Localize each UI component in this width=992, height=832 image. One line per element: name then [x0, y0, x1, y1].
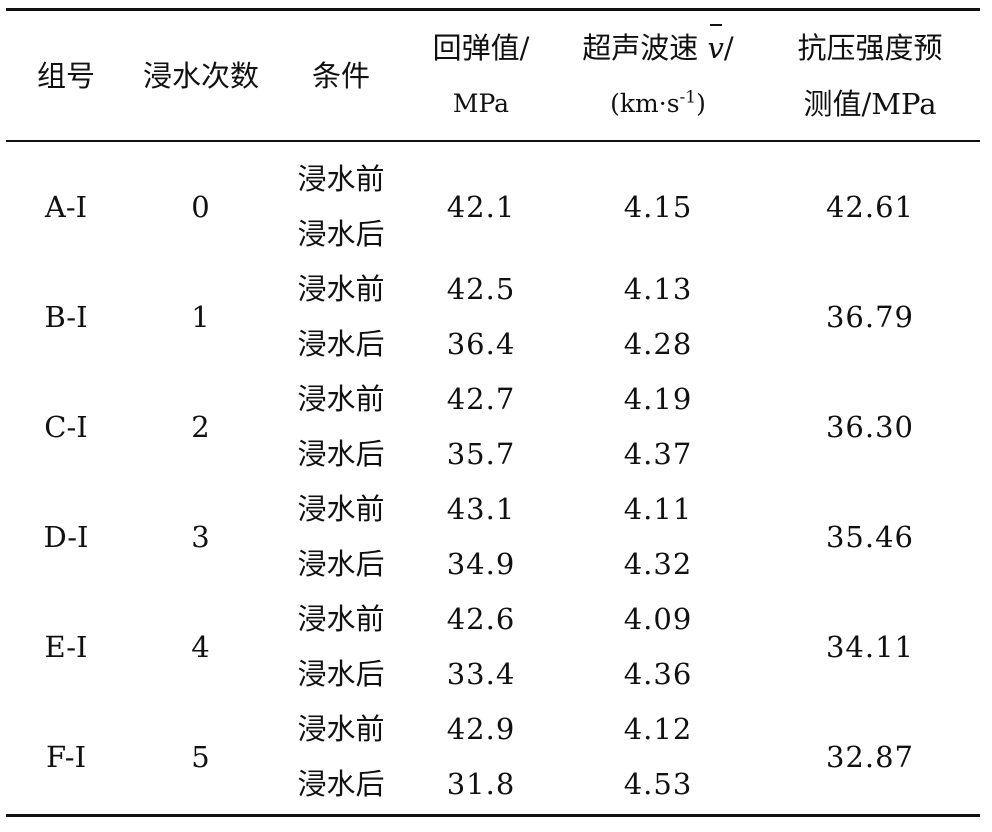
condition-cell: 浸水后 — [297, 657, 385, 691]
rebound-value-cell: 42.9 — [446, 712, 516, 746]
header-predicted: 抗压强度预 测值/MPa — [760, 11, 980, 140]
predicted-strength-cell: 32.87 — [825, 739, 915, 774]
rebound-value-cell: 42.7 — [446, 382, 516, 416]
header-rule — [6, 140, 980, 142]
header-velocity: 超声波速 v/ (km·s-1) — [556, 11, 760, 140]
condition-cell: 浸水后 — [297, 217, 385, 251]
table-body: A-Ⅰ 0 浸水前 42.1 4.15 42.61 浸水后 B-Ⅰ 1 浸水前 42.5 4.13 36… — [6, 140, 980, 812]
table-row: 浸水后 31.8 4.53 — [6, 757, 980, 812]
immersion-test-table: 组号 浸水次数 条件 回弹值/ MPa 超声波速 v/ (km·s-1) 抗压强… — [6, 11, 980, 812]
rebound-value-cell: 34.9 — [446, 547, 516, 581]
rebound-value-cell: 43.1 — [446, 492, 516, 526]
velocity-value-cell: 4.11 — [623, 492, 693, 526]
header-rebound-line1: 回弹值/ — [432, 30, 530, 65]
velocity-value-cell: 4.32 — [623, 547, 693, 581]
condition-cell: 浸水前 — [297, 492, 385, 526]
velocity-unit-open: (km·s — [610, 88, 680, 118]
predicted-strength-cell: 36.30 — [825, 409, 915, 444]
velocity-value-cell: 4.13 — [623, 272, 693, 306]
predicted-strength-cell: 42.61 — [825, 189, 915, 224]
immersion-times-cell: 2 — [191, 409, 211, 444]
rebound-value-cell: 42.5 — [446, 272, 516, 306]
top-rule — [6, 8, 980, 11]
immersion-times-cell: 3 — [191, 519, 211, 554]
header-predicted-line2: 测值/MPa — [803, 86, 937, 121]
condition-cell: 浸水后 — [297, 437, 385, 471]
rebound-value-cell: 31.8 — [446, 767, 516, 801]
header-velocity-slash: / — [723, 30, 734, 65]
table-row: C-Ⅰ 2 浸水前 42.7 4.19 36.30 — [6, 372, 980, 444]
header-row: 组号 浸水次数 条件 回弹值/ MPa 超声波速 v/ (km·s-1) 抗压强… — [6, 11, 980, 140]
velocity-value-cell: 4.12 — [623, 712, 693, 746]
group-id-cell: A-Ⅰ — [44, 189, 88, 224]
rebound-value-cell: 35.7 — [446, 437, 516, 471]
table-header: 组号 浸水次数 条件 回弹值/ MPa 超声波速 v/ (km·s-1) 抗压强… — [6, 11, 980, 140]
immersion-times-cell: 4 — [191, 629, 211, 664]
condition-cell: 浸水后 — [297, 327, 385, 361]
velocity-value-cell: 4.19 — [623, 382, 693, 416]
table-row: 浸水后 34.9 4.32 — [6, 537, 980, 592]
velocity-mean-symbol: v — [708, 20, 724, 76]
header-predicted-line1: 抗压强度预 — [797, 30, 943, 65]
velocity-value-cell: 4.36 — [623, 657, 693, 691]
rebound-value-cell: 36.4 — [446, 327, 516, 361]
condition-cell: 浸水前 — [297, 382, 385, 416]
group-id-cell: C-Ⅰ — [44, 409, 88, 444]
table-row: A-Ⅰ 0 浸水前 42.1 4.15 42.61 — [6, 140, 980, 224]
table-row: E-Ⅰ 4 浸水前 42.6 4.09 34.11 — [6, 592, 980, 664]
table-row: F-Ⅰ 5 浸水前 42.9 4.12 32.87 — [6, 702, 980, 774]
table-row: 浸水后 35.7 4.37 — [6, 427, 980, 482]
condition-cell: 浸水前 — [297, 272, 385, 306]
group-id-cell: B-Ⅰ — [44, 299, 88, 334]
header-velocity-label: 超声波速 — [582, 30, 699, 65]
group-id-cell: F-Ⅰ — [45, 739, 87, 774]
header-rebound: 回弹值/ MPa — [406, 11, 556, 140]
group-id-cell: D-Ⅰ — [43, 519, 89, 554]
table-row: B-Ⅰ 1 浸水前 42.5 4.13 36.79 — [6, 262, 980, 334]
table-row: 浸水后 — [6, 207, 980, 262]
table-row: 浸水后 33.4 4.36 — [6, 647, 980, 702]
velocity-unit-exponent: -1 — [679, 87, 697, 108]
velocity-value-cell: 4.53 — [623, 767, 693, 801]
header-group: 组号 — [36, 58, 95, 93]
bottom-rule — [6, 814, 980, 817]
table-row: D-Ⅰ 3 浸水前 43.1 4.11 35.46 — [6, 482, 980, 554]
header-rebound-line2: MPa — [452, 88, 510, 118]
predicted-strength-cell: 36.79 — [825, 299, 915, 334]
rebound-value-cell: 42.6 — [446, 602, 516, 636]
immersion-times-cell: 0 — [191, 189, 211, 224]
predicted-strength-cell: 34.11 — [825, 629, 915, 664]
condition-cell: 浸水后 — [297, 547, 385, 581]
rebound-value-cell: 33.4 — [446, 657, 516, 691]
condition-cell: 浸水后 — [297, 767, 385, 801]
condition-cell: 浸水前 — [297, 712, 385, 746]
rebound-value-cell: 42.1 — [446, 189, 516, 224]
group-id-cell: E-Ⅰ — [44, 629, 88, 664]
condition-cell: 浸水前 — [297, 602, 385, 636]
predicted-strength-cell: 35.46 — [825, 519, 915, 554]
velocity-value-cell: 4.28 — [623, 327, 693, 361]
velocity-value-cell: 4.37 — [623, 437, 693, 471]
header-velocity-line2: (km·s-1) — [556, 76, 760, 132]
condition-cell: 浸水前 — [297, 162, 385, 196]
header-condition: 条件 — [311, 58, 370, 93]
velocity-value-cell: 4.15 — [623, 189, 693, 224]
immersion-times-cell: 1 — [191, 299, 211, 334]
velocity-value-cell: 4.09 — [623, 602, 693, 636]
immersion-times-cell: 5 — [191, 739, 211, 774]
table-row: 浸水后 36.4 4.28 — [6, 317, 980, 372]
velocity-unit-close: ) — [696, 88, 706, 118]
header-velocity-line1: 超声波速 v/ — [556, 20, 760, 76]
header-times: 浸水次数 — [142, 58, 259, 93]
